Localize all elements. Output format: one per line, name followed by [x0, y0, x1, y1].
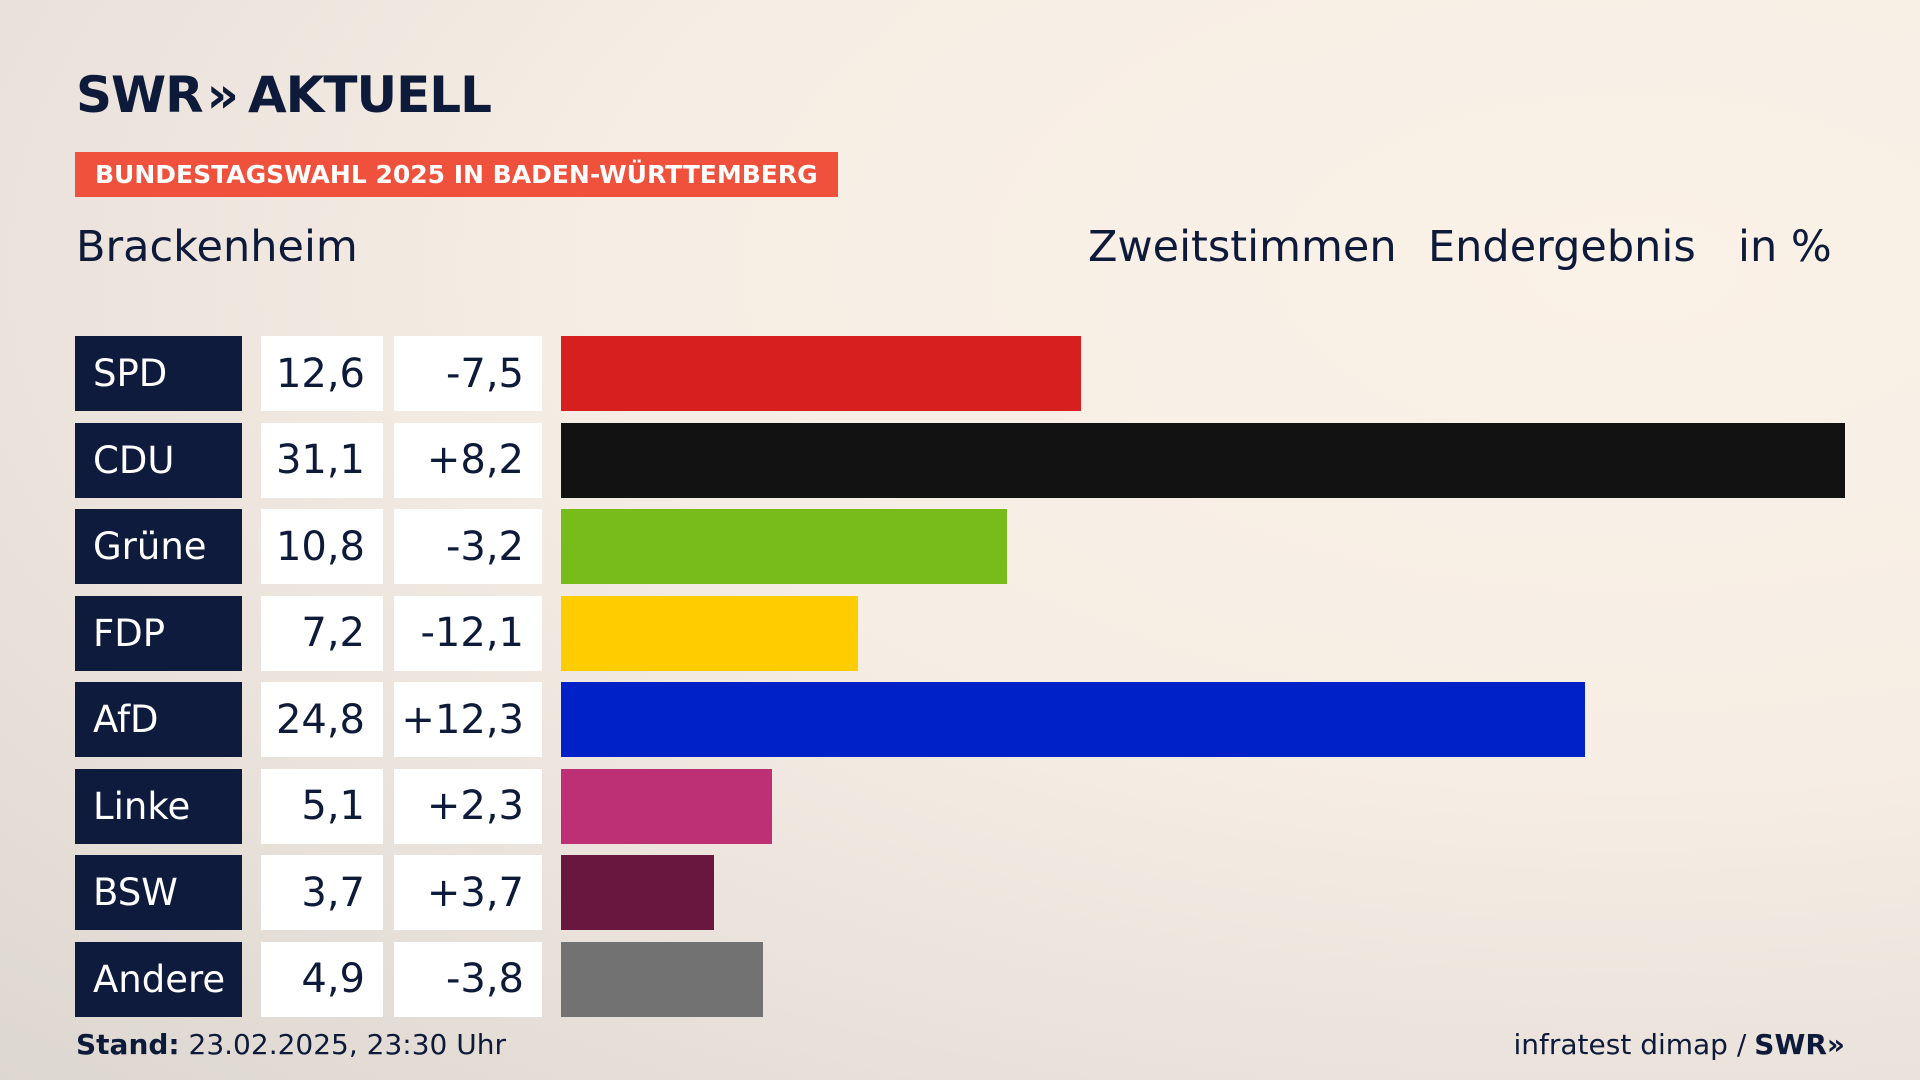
logo-swr-text: SWR	[76, 66, 204, 124]
vote-share-label: 7,2	[261, 595, 383, 671]
bar-row: CDU 31,1 +8,2	[0, 422, 1920, 498]
bar-row: AfD 24,8 +12,3	[0, 682, 1920, 757]
party-label: BSW	[75, 855, 242, 930]
party-label: Grüne	[75, 509, 242, 584]
source-text: infratest dimap /	[1513, 1028, 1747, 1061]
party-label: FDP	[75, 595, 242, 671]
bar	[561, 682, 1585, 757]
change-label: -12,1	[394, 595, 542, 671]
bar-row: Andere 4,9 -3,8	[0, 941, 1920, 1017]
stand-label: Stand:	[76, 1028, 180, 1061]
header-unit: in %	[1738, 222, 1832, 272]
bar-row: Linke 5,1 +2,3	[0, 768, 1920, 844]
bar-row: FDP 7,2 -12,1	[0, 595, 1920, 671]
party-label: SPD	[75, 336, 242, 411]
bar	[561, 595, 859, 671]
change-label: -3,8	[394, 941, 542, 1017]
stand-value: 23.02.2025, 23:30 Uhr	[188, 1028, 506, 1061]
bar	[561, 336, 1082, 411]
vote-share-label: 24,8	[261, 682, 383, 757]
party-label: Andere	[75, 941, 242, 1017]
swr-aktuell-logo: SWR » AKTUELL	[76, 66, 492, 124]
party-label: Linke	[75, 768, 242, 844]
election-banner: BUNDESTAGSWAHL 2025 IN BADEN-WÜRTTEMBERG	[75, 152, 838, 197]
bar	[561, 855, 714, 930]
bar	[561, 941, 764, 1017]
bar	[561, 768, 772, 844]
party-label: AfD	[75, 682, 242, 757]
change-label: +12,3	[394, 682, 542, 757]
logo-aktuell-text: AKTUELL	[247, 66, 492, 124]
bar-row: BSW 3,7 +3,7	[0, 855, 1920, 930]
timestamp: Stand: 23.02.2025, 23:30 Uhr	[76, 1028, 506, 1061]
party-label: CDU	[75, 422, 242, 498]
bar	[561, 509, 1007, 584]
bar-row: SPD 12,6 -7,5	[0, 336, 1920, 411]
change-label: -7,5	[394, 336, 542, 411]
change-label: -3,2	[394, 509, 542, 584]
logo-chevrons: »	[206, 66, 239, 124]
source-credit: infratest dimap / SWR»	[1513, 1028, 1845, 1061]
source-brand: SWR»	[1754, 1028, 1845, 1061]
place-title: Brackenheim	[76, 222, 358, 272]
vote-share-label: 12,6	[261, 336, 383, 411]
change-label: +8,2	[394, 422, 542, 498]
vote-share-label: 10,8	[261, 509, 383, 584]
bar	[561, 422, 1845, 498]
vote-share-label: 3,7	[261, 855, 383, 930]
header-zweitstimmen: Zweitstimmen	[1088, 222, 1397, 272]
header-endergebnis: Endergebnis	[1428, 222, 1696, 272]
vote-share-label: 5,1	[261, 768, 383, 844]
vote-share-label: 31,1	[261, 422, 383, 498]
change-label: +2,3	[394, 768, 542, 844]
vote-share-label: 4,9	[261, 941, 383, 1017]
change-label: +3,7	[394, 855, 542, 930]
bar-row: Grüne 10,8 -3,2	[0, 509, 1920, 584]
